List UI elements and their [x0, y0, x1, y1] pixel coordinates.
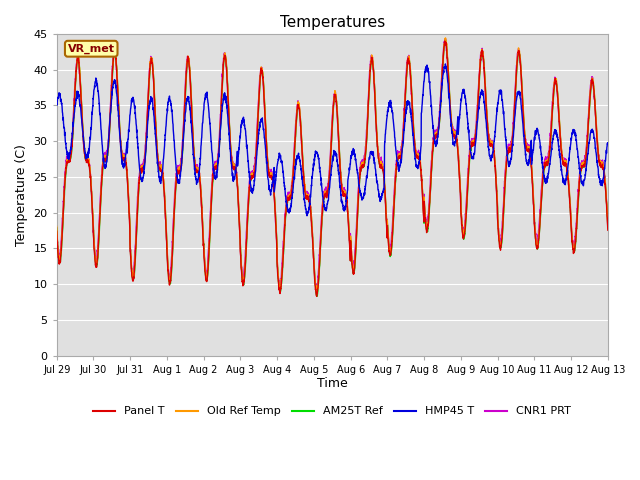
Text: VR_met: VR_met: [68, 44, 115, 54]
Y-axis label: Temperature (C): Temperature (C): [15, 144, 28, 246]
X-axis label: Time: Time: [317, 377, 348, 390]
Title: Temperatures: Temperatures: [280, 15, 385, 30]
Legend: Panel T, Old Ref Temp, AM25T Ref, HMP45 T, CNR1 PRT: Panel T, Old Ref Temp, AM25T Ref, HMP45 …: [89, 402, 576, 421]
